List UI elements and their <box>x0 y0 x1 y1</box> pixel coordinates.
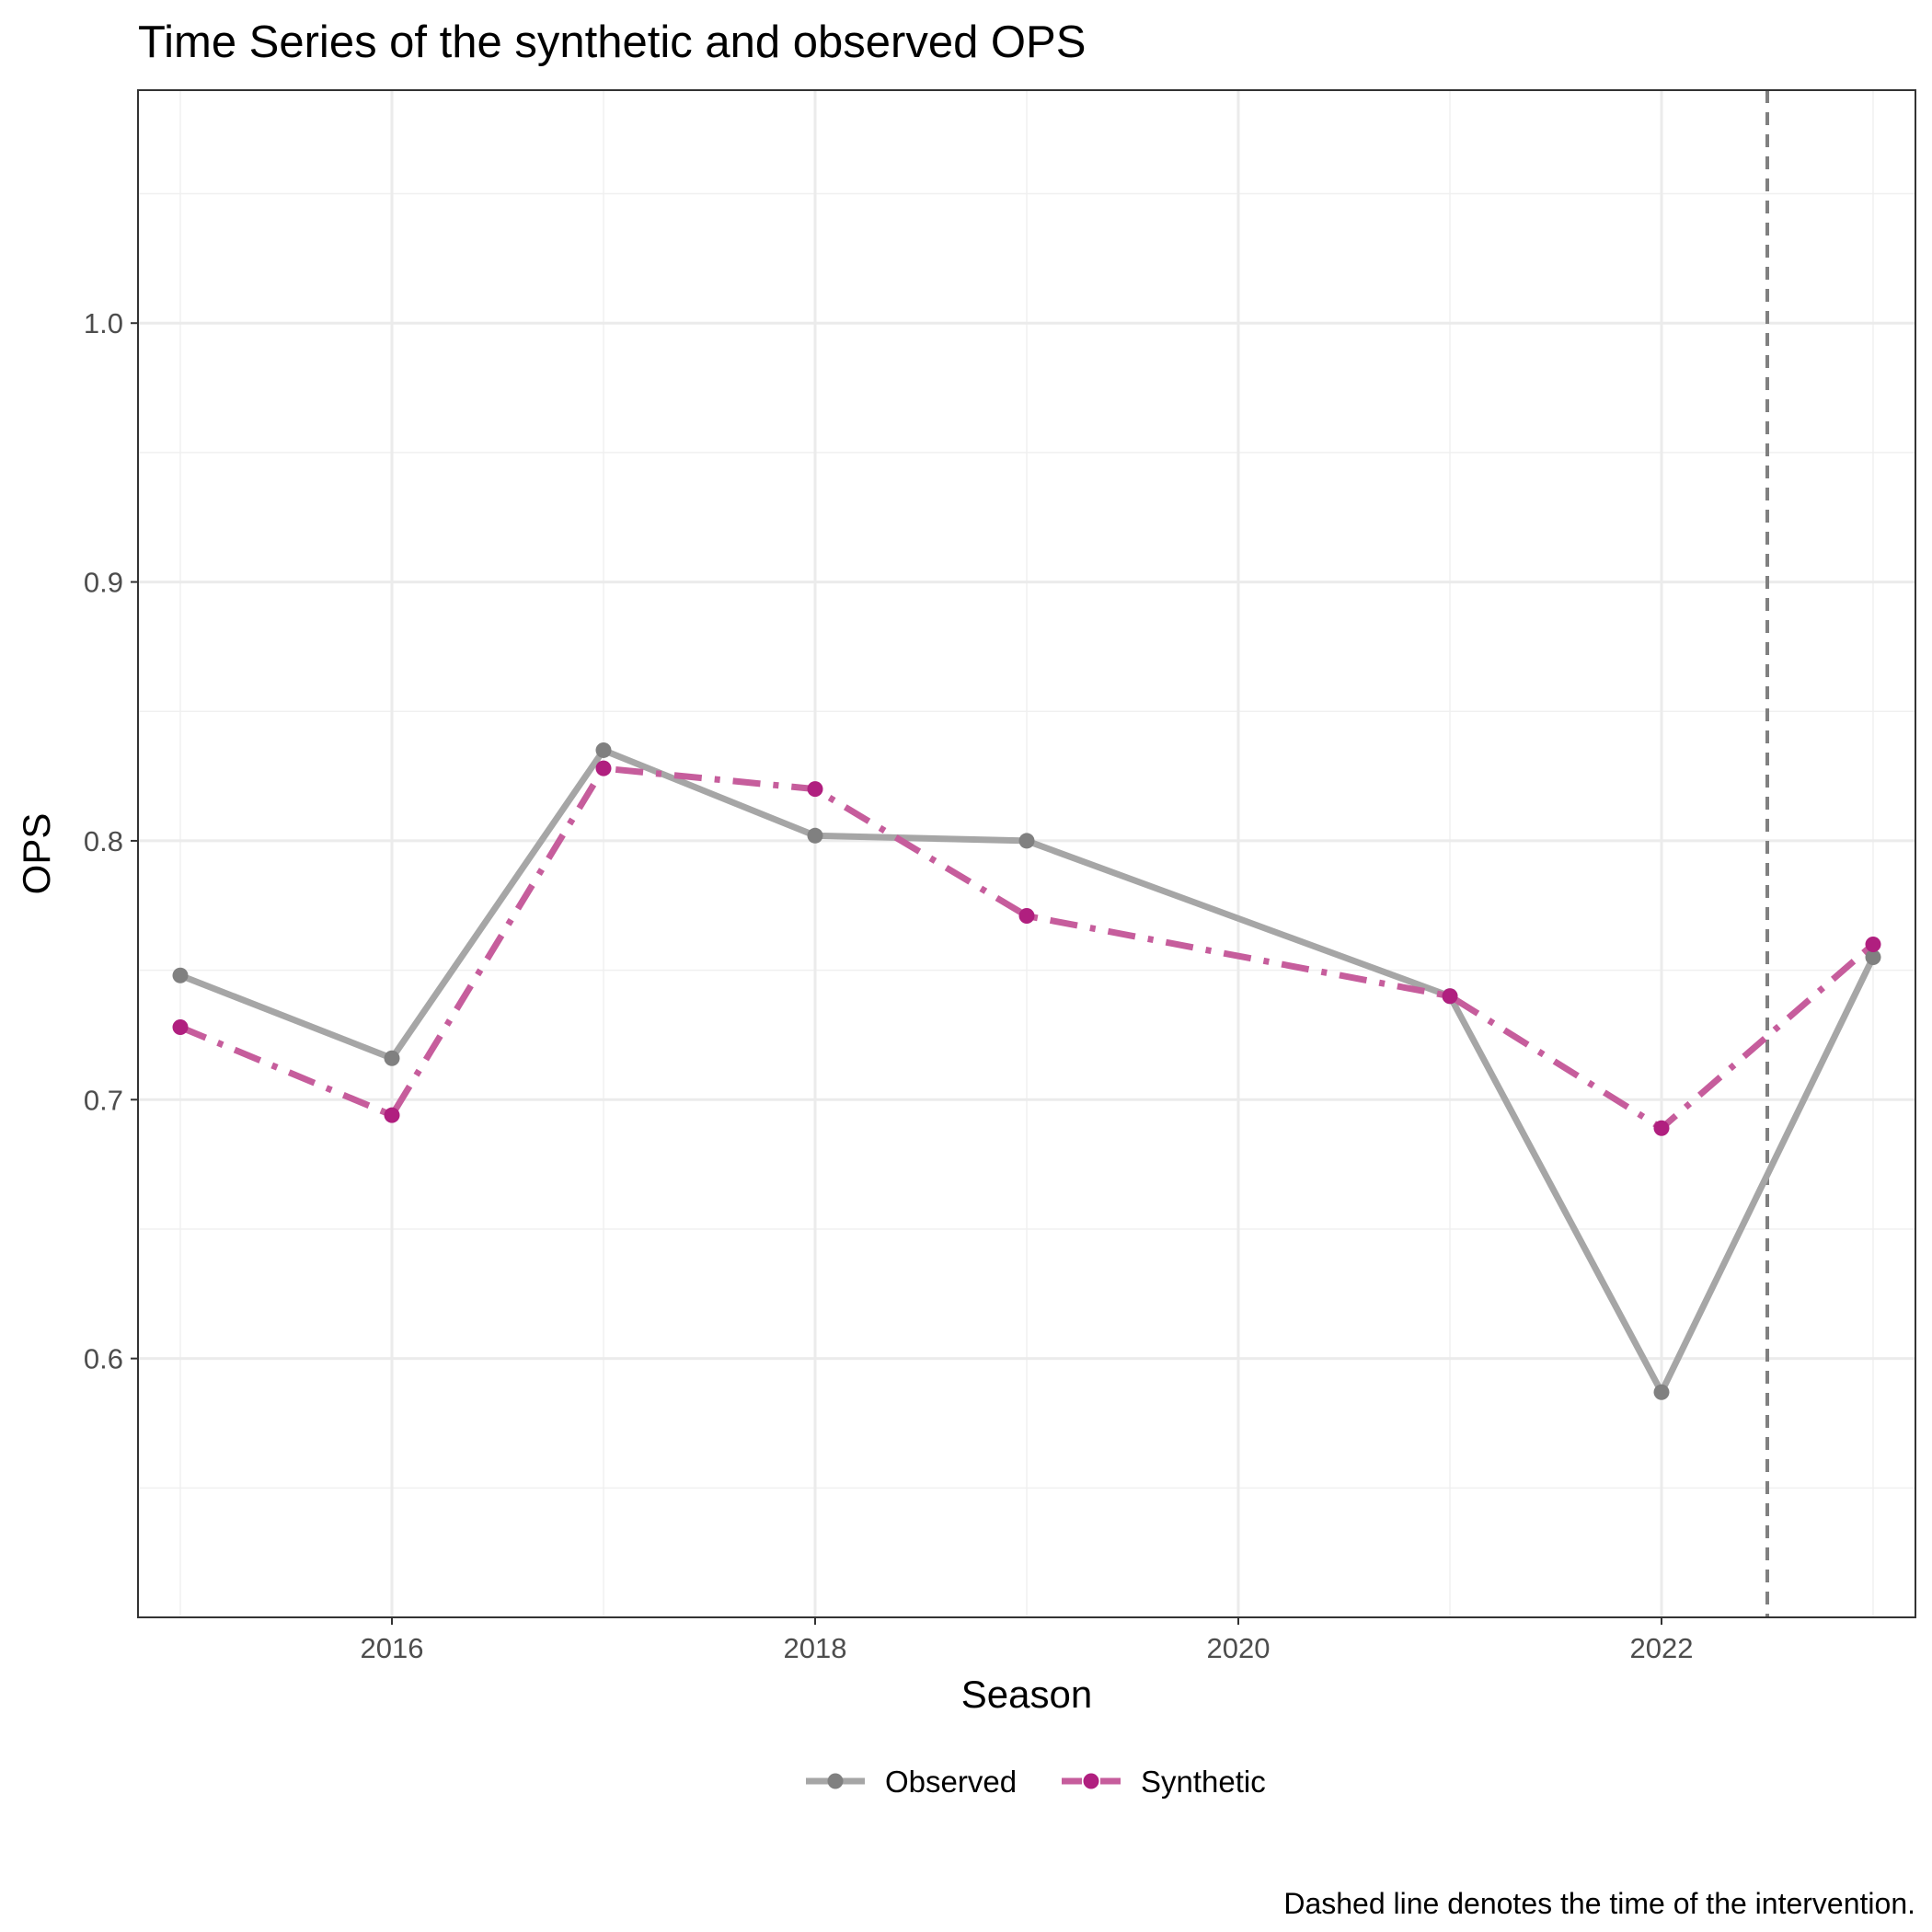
data-point-synthetic <box>1442 988 1458 1005</box>
data-point-observed <box>807 827 823 844</box>
y-tick-label: 0.8 <box>84 825 123 857</box>
data-point-observed <box>384 1050 400 1066</box>
data-point-synthetic <box>1865 936 1881 952</box>
y-tick-label: 1.0 <box>84 307 123 339</box>
data-point-observed <box>1865 949 1881 966</box>
chart-caption: Dashed line denotes the time of the inte… <box>1283 1887 1915 1920</box>
x-axis-ticks: 2016 2018 2020 2022 <box>361 1617 1694 1664</box>
plot-panel-border <box>137 89 1916 1618</box>
y-tick-label: 0.9 <box>84 567 123 599</box>
minor-gridlines <box>138 90 1915 1617</box>
data-point-observed <box>1018 833 1035 849</box>
x-tick-label: 2018 <box>784 1632 847 1664</box>
x-axis-title: Season <box>961 1673 1092 1716</box>
x-tick-label: 2022 <box>1630 1632 1694 1664</box>
data-point-synthetic <box>384 1107 400 1123</box>
data-point-observed <box>1653 1384 1670 1400</box>
series-line-synthetic <box>178 765 1876 1132</box>
data-point-synthetic <box>1653 1120 1670 1136</box>
major-gridlines <box>138 90 1915 1617</box>
y-tick-label: 0.6 <box>84 1343 123 1375</box>
data-point-observed <box>595 742 612 758</box>
data-point-observed <box>172 967 189 983</box>
legend: Observed Synthetic <box>806 1765 1266 1799</box>
series-line-observed <box>178 746 1877 1396</box>
data-point-synthetic <box>595 760 612 776</box>
legend-label-synthetic: Synthetic <box>1141 1765 1266 1799</box>
data-point-synthetic <box>807 781 823 798</box>
series-lines <box>178 746 1877 1396</box>
legend-label-observed: Observed <box>885 1765 1017 1799</box>
chart-title: Time Series of the synthetic and observe… <box>138 17 1086 67</box>
y-tick-label: 0.7 <box>84 1084 123 1116</box>
legend-key-point-synthetic <box>1083 1773 1099 1789</box>
x-tick-label: 2020 <box>1207 1632 1271 1664</box>
legend-key-point-observed <box>827 1773 844 1789</box>
y-axis-title: OPS <box>15 813 58 895</box>
x-tick-label: 2016 <box>361 1632 424 1664</box>
y-axis-ticks: 0.6 0.7 0.8 0.9 1.0 <box>84 307 138 1375</box>
data-point-synthetic <box>172 1019 189 1036</box>
data-point-synthetic <box>1018 908 1035 925</box>
series-points <box>172 742 1881 1400</box>
